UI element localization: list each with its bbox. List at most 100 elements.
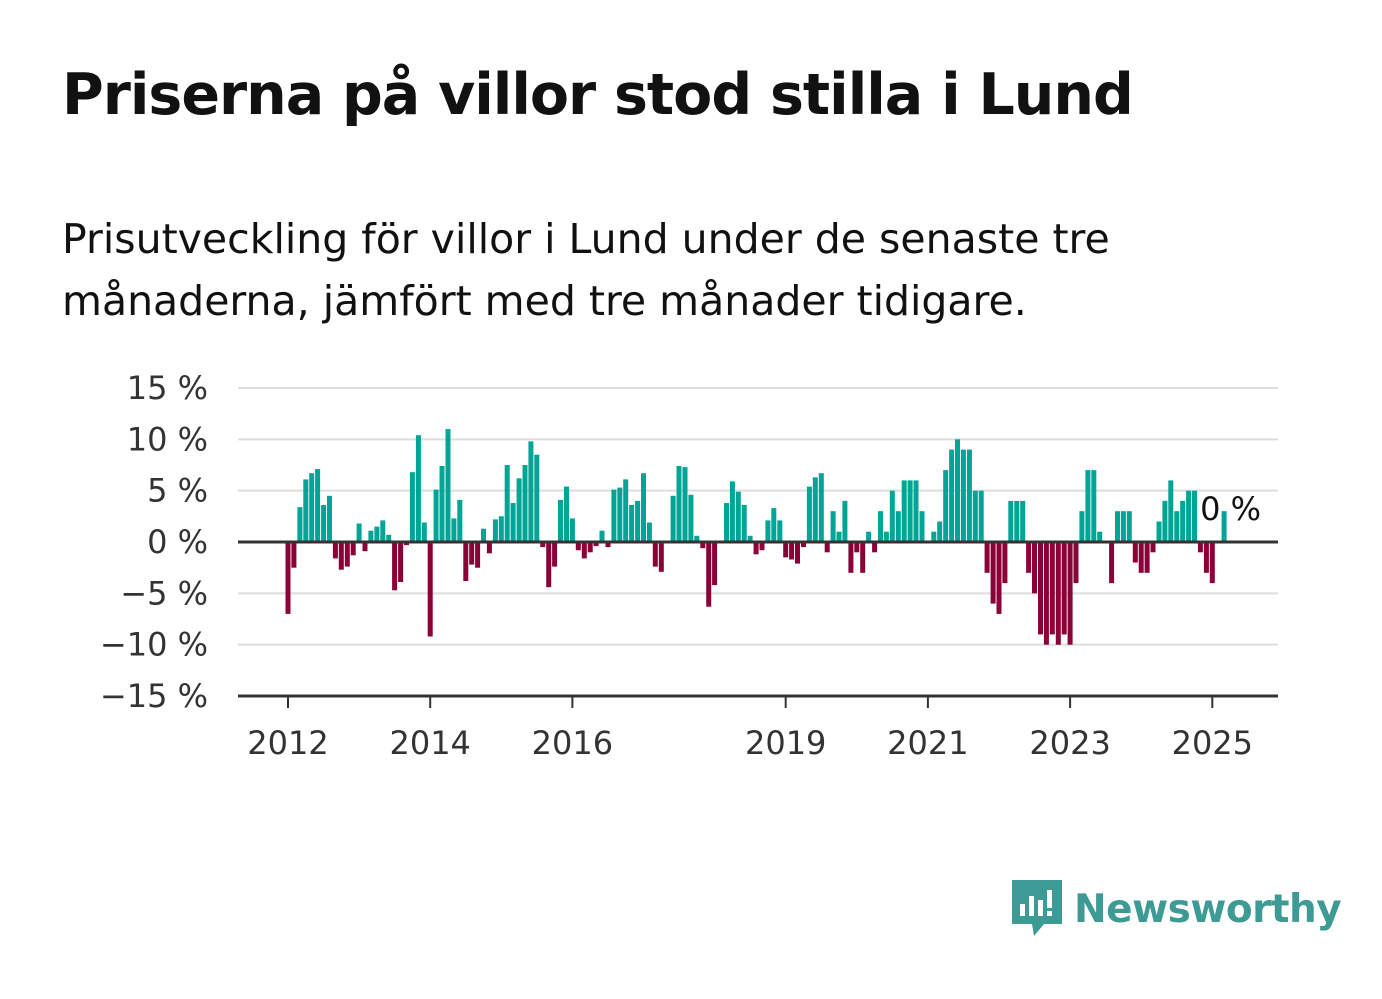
bar — [1180, 500, 1186, 542]
bar — [1091, 470, 1097, 542]
bar — [481, 528, 486, 542]
bar — [605, 542, 611, 548]
bar — [285, 542, 291, 614]
bar — [860, 542, 866, 573]
bar — [789, 542, 795, 560]
bar — [937, 521, 943, 542]
chart-subtitle: Prisutveckling för villor i Lund under d… — [62, 215, 1110, 325]
bar — [433, 489, 439, 542]
bar — [1026, 542, 1032, 573]
bar — [966, 449, 972, 542]
bar — [978, 490, 984, 542]
bar — [1186, 490, 1192, 542]
bar — [315, 469, 321, 542]
bar — [801, 542, 806, 548]
bar — [830, 511, 836, 542]
bar — [415, 435, 421, 542]
bar — [564, 486, 569, 542]
bar — [546, 542, 552, 588]
bar — [1168, 480, 1174, 542]
bar — [1221, 511, 1227, 542]
bar — [1097, 531, 1103, 542]
bar — [528, 441, 534, 542]
bar — [1156, 521, 1162, 542]
bar — [350, 542, 356, 556]
bar — [463, 542, 469, 581]
bar — [321, 505, 327, 542]
bar — [451, 518, 457, 542]
bar — [729, 481, 735, 542]
bar — [1008, 500, 1014, 542]
bar — [872, 542, 878, 553]
bar — [1073, 542, 1079, 584]
bar — [534, 454, 540, 542]
bar — [427, 542, 433, 637]
y-tick-label: −15 % — [100, 677, 208, 715]
bar — [848, 542, 854, 573]
bar — [806, 486, 812, 542]
bar — [836, 531, 842, 542]
bar — [984, 542, 990, 573]
bar — [492, 519, 498, 542]
bar — [1043, 542, 1049, 645]
bar — [1120, 511, 1126, 542]
bar — [753, 542, 759, 555]
x-tick-label: 2023 — [1029, 724, 1110, 762]
bar — [575, 542, 581, 551]
bar — [688, 494, 694, 542]
bar — [1115, 511, 1120, 542]
bar — [1038, 542, 1043, 635]
bar-chart: 15 % 10 % 5 % 0 % −5 % −10 % −15 % 2012 2014 2016… — [100, 369, 1278, 762]
bar — [990, 542, 996, 604]
latest-value-label: 0 % — [1200, 490, 1261, 528]
bar — [955, 439, 960, 542]
bar — [409, 472, 415, 542]
newsworthy-brand[interactable]: Newsworthy — [1010, 878, 1342, 940]
bar — [623, 479, 629, 542]
bar — [1049, 542, 1055, 635]
bar — [1109, 542, 1115, 584]
bar — [854, 542, 860, 553]
bar — [913, 480, 919, 542]
bar — [439, 466, 445, 542]
bar — [380, 520, 386, 542]
bar — [332, 542, 338, 559]
bar — [706, 542, 712, 607]
bar — [404, 542, 409, 546]
bar — [1014, 500, 1020, 542]
bar — [599, 530, 605, 542]
bar — [895, 511, 901, 542]
bar — [457, 499, 463, 542]
bar — [392, 542, 398, 591]
bar — [724, 503, 729, 542]
bar — [475, 542, 481, 568]
bar — [670, 495, 676, 542]
bar — [617, 487, 623, 542]
bar — [907, 480, 913, 542]
bar — [338, 542, 344, 570]
bar — [949, 449, 955, 542]
bar — [652, 542, 658, 567]
x-tick-label: 2019 — [745, 724, 826, 762]
bar — [901, 480, 907, 542]
bar — [741, 505, 747, 542]
y-tick-label: 5 % — [147, 472, 208, 510]
bar — [303, 479, 309, 542]
bar — [1061, 542, 1067, 635]
x-tick-label: 2012 — [247, 724, 328, 762]
chart-title: Priserna på villor stod stilla i Lund — [62, 62, 1134, 128]
bar — [996, 542, 1002, 614]
bar — [783, 542, 789, 558]
bar — [682, 467, 688, 542]
bar — [516, 478, 522, 542]
bar — [878, 511, 883, 542]
bar — [374, 526, 380, 542]
tick-labels: 15 % 10 % 5 % 0 % −5 % −10 % −15 % 2012 2014 2016… — [100, 369, 1261, 762]
bar — [818, 473, 824, 542]
bar — [486, 542, 492, 554]
y-tick-label: −10 % — [100, 626, 208, 664]
bar — [771, 508, 777, 542]
bar — [540, 542, 546, 548]
bar — [735, 491, 741, 542]
y-tick-label: 0 % — [147, 523, 208, 561]
